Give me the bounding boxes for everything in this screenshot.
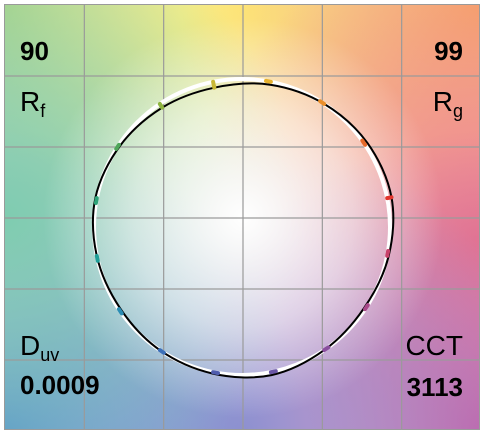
- hue-bin-arrow-1: [385, 195, 394, 201]
- hue-bin-arrow-2: [360, 138, 368, 147]
- hue-bin-arrow-16: [385, 249, 391, 258]
- hue-bin-arrow-13: [268, 369, 278, 375]
- rg-value: 99: [434, 36, 463, 66]
- hue-bin-arrow-11: [157, 348, 166, 355]
- hue-bin-arrow-14: [322, 345, 331, 353]
- cct-value: 3113: [406, 372, 463, 402]
- hue-bin-arrow-8: [93, 196, 99, 205]
- hue-bin-arrows: [93, 78, 394, 376]
- color-vector-chart: [5, 5, 479, 429]
- duv-symbol: D: [20, 330, 41, 361]
- rf-label: Rf: [20, 86, 45, 121]
- hue-bin-arrow-5: [211, 79, 217, 90]
- duv-label: Duv: [20, 330, 59, 365]
- rg-symbol: R: [432, 86, 453, 117]
- hue-bin-arrow-4: [264, 78, 273, 84]
- cct-label: CCT: [405, 330, 463, 361]
- hue-bin-arrow-6: [157, 101, 165, 110]
- rf-value: 90: [20, 36, 49, 66]
- reference-circle-path: [92, 77, 392, 377]
- hue-bin-arrow-15: [363, 303, 370, 312]
- rg-subscript: g: [452, 101, 463, 121]
- rf-subscript: f: [40, 101, 46, 121]
- duv-subscript: uv: [40, 345, 60, 365]
- hue-bin-arrow-7: [114, 142, 121, 151]
- hue-bin-arrow-10: [116, 307, 124, 316]
- plot-area: [4, 4, 480, 430]
- duv-value: 0.0009: [20, 370, 100, 400]
- hue-bin-arrow-3: [318, 99, 327, 106]
- hue-bin-arrow-9: [94, 253, 100, 263]
- grid-lines: [5, 5, 479, 429]
- hue-bin-arrow-12: [211, 370, 220, 376]
- rg-label: Rg: [432, 86, 463, 121]
- reference-circle: [92, 77, 392, 377]
- rf-symbol: R: [20, 86, 41, 117]
